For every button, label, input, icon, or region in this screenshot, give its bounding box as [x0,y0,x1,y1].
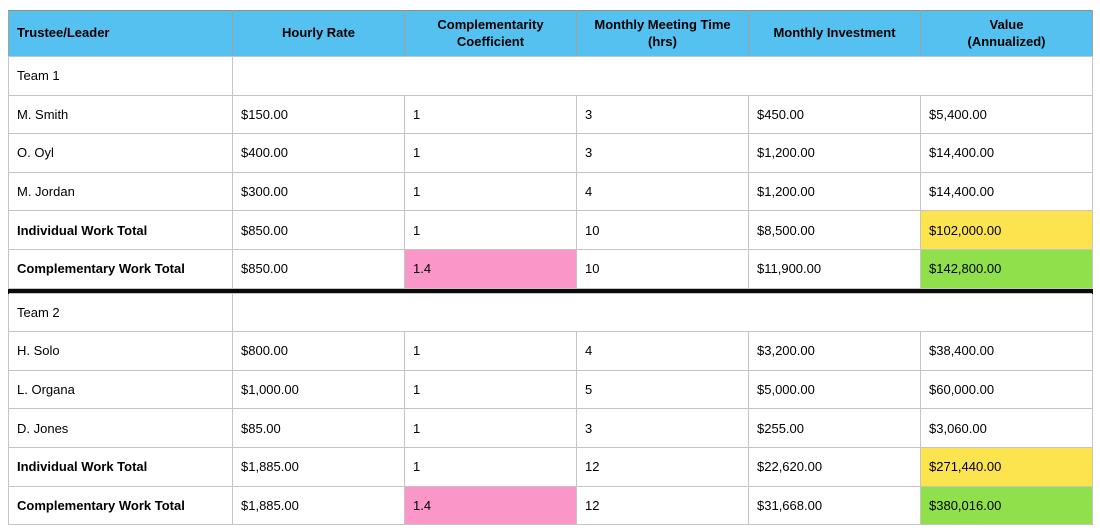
header-label-line: Monthly Investment [773,25,896,41]
hourly-rate-cell: $1,885.00 [232,446,405,487]
hourly-rate-cell: $150.00 [232,94,405,135]
header-label-line: Complementarity [437,16,544,32]
coefficient-cell: 1 [404,369,577,410]
meeting-hours-cell: 5 [576,369,749,410]
coefficient-cell: 1 [404,94,577,135]
trustee-cell: Individual Work Total [8,446,233,487]
hourly-rate-cell: $300.00 [232,171,405,212]
trustee-cell: M. Smith [8,94,233,135]
trustee-cell: Individual Work Total [8,210,233,250]
meeting-hours-cell: 10 [576,248,749,289]
column-header-trustee-leader: Trustee/Leader [8,10,233,57]
header-label-line: (Annualized) [967,33,1046,49]
section-row: Team 2 [8,292,1093,333]
separator-bar [8,288,1093,294]
trustee-cell: L. Organa [8,369,233,410]
member-row: M. Jordan $300.00 1 4 $1,200.00 $14,400.00 [8,171,1093,212]
section-title-cell: Team 2 [8,292,233,333]
annualized-value-cell: $14,400.00 [920,171,1093,212]
annualized-value-cell: $38,400.00 [920,331,1093,371]
coefficient-cell: 1 [404,171,577,212]
individual-total-row: Individual Work Total $850.00 1 10 $8,500.00… [8,210,1093,250]
meeting-hours-cell: 3 [576,94,749,135]
hourly-rate-cell: $400.00 [232,133,405,173]
section-empty-cell [232,292,1093,333]
annualized-value-cell: $60,000.00 [920,369,1093,410]
coefficient-cell: 1.4 [404,248,577,289]
monthly-investment-cell: $8,500.00 [748,210,921,250]
monthly-investment-cell: $31,668.00 [748,485,921,526]
individual-total-row: Individual Work Total $1,885.00 1 12 $22,620… [8,446,1093,487]
coefficient-cell: 1 [404,446,577,487]
section-title-cell: Team 1 [8,56,233,96]
section-empty-cell [232,56,1093,96]
column-header-value-annualized: Value (Annualized) [920,10,1093,57]
header-row: Trustee/Leader Hourly Rate Complementarity… [8,10,1093,57]
coefficient-cell: 1 [404,408,577,448]
meeting-hours-cell: 4 [576,171,749,212]
trustee-cell: Complementary Work Total [8,485,233,526]
meeting-hours-cell: 12 [576,485,749,526]
monthly-investment-cell: $11,900.00 [748,248,921,289]
monthly-investment-cell: $3,200.00 [748,331,921,371]
meeting-hours-cell: 10 [576,210,749,250]
member-row: M. Smith $150.00 1 3 $450.00 $5,400.00 [8,94,1093,135]
meeting-hours-cell: 3 [576,408,749,448]
header-label-line: (hrs) [648,33,677,49]
column-header-complementarity-coefficient: Complementarity Coefficient [404,10,577,57]
hourly-rate-cell: $850.00 [232,248,405,289]
column-header-hourly-rate: Hourly Rate [232,10,405,57]
trustee-cell: D. Jones [8,408,233,448]
annualized-value-cell: $271,440.00 [920,446,1093,487]
header-label-line: Monthly Meeting Time [594,16,731,32]
coefficient-cell: 1.4 [404,485,577,526]
hourly-rate-cell: $1,000.00 [232,369,405,410]
hourly-rate-cell: $800.00 [232,331,405,371]
member-row: O. Oyl $400.00 1 3 $1,200.00 $14,400.00 [8,133,1093,173]
meeting-hours-cell: 3 [576,133,749,173]
member-row: D. Jones $85.00 1 3 $255.00 $3,060.00 [8,408,1093,448]
monthly-investment-cell: $22,620.00 [748,446,921,487]
team-value-table: Trustee/Leader Hourly Rate Complementarity… [8,10,1093,526]
coefficient-cell: 1 [404,133,577,173]
meeting-hours-cell: 12 [576,446,749,487]
annualized-value-cell: $142,800.00 [920,248,1093,289]
meeting-hours-cell: 4 [576,331,749,371]
header-label-line: Coefficient [456,33,525,49]
member-row: H. Solo $800.00 1 4 $3,200.00 $38,400.00 [8,331,1093,371]
column-header-monthly-meeting-time: Monthly Meeting Time (hrs) [576,10,749,57]
hourly-rate-cell: $850.00 [232,210,405,250]
column-header-monthly-investment: Monthly Investment [748,10,921,57]
trustee-cell: H. Solo [8,331,233,371]
coefficient-cell: 1 [404,331,577,371]
complementary-total-row: Complementary Work Total $850.00 1.4 10 $11,… [8,248,1093,289]
header-label-line: Trustee/Leader [17,25,110,41]
monthly-investment-cell: $5,000.00 [748,369,921,410]
annualized-value-cell: $3,060.00 [920,408,1093,448]
header-label-line: Value [989,16,1024,32]
monthly-investment-cell: $1,200.00 [748,133,921,173]
section-row: Team 1 [8,56,1093,96]
annualized-value-cell: $5,400.00 [920,94,1093,135]
trustee-cell: O. Oyl [8,133,233,173]
trustee-cell: M. Jordan [8,171,233,212]
hourly-rate-cell: $1,885.00 [232,485,405,526]
hourly-rate-cell: $85.00 [232,408,405,448]
annualized-value-cell: $380,016.00 [920,485,1093,526]
annualized-value-cell: $14,400.00 [920,133,1093,173]
monthly-investment-cell: $255.00 [748,408,921,448]
annualized-value-cell: $102,000.00 [920,210,1093,250]
monthly-investment-cell: $1,200.00 [748,171,921,212]
trustee-cell: Complementary Work Total [8,248,233,289]
section-separator [8,288,1093,294]
coefficient-cell: 1 [404,210,577,250]
header-label-line: Hourly Rate [282,25,355,41]
monthly-investment-cell: $450.00 [748,94,921,135]
complementary-total-row: Complementary Work Total $1,885.00 1.4 12 $3… [8,485,1093,526]
member-row: L. Organa $1,000.00 1 5 $5,000.00 $60,000.00 [8,369,1093,410]
